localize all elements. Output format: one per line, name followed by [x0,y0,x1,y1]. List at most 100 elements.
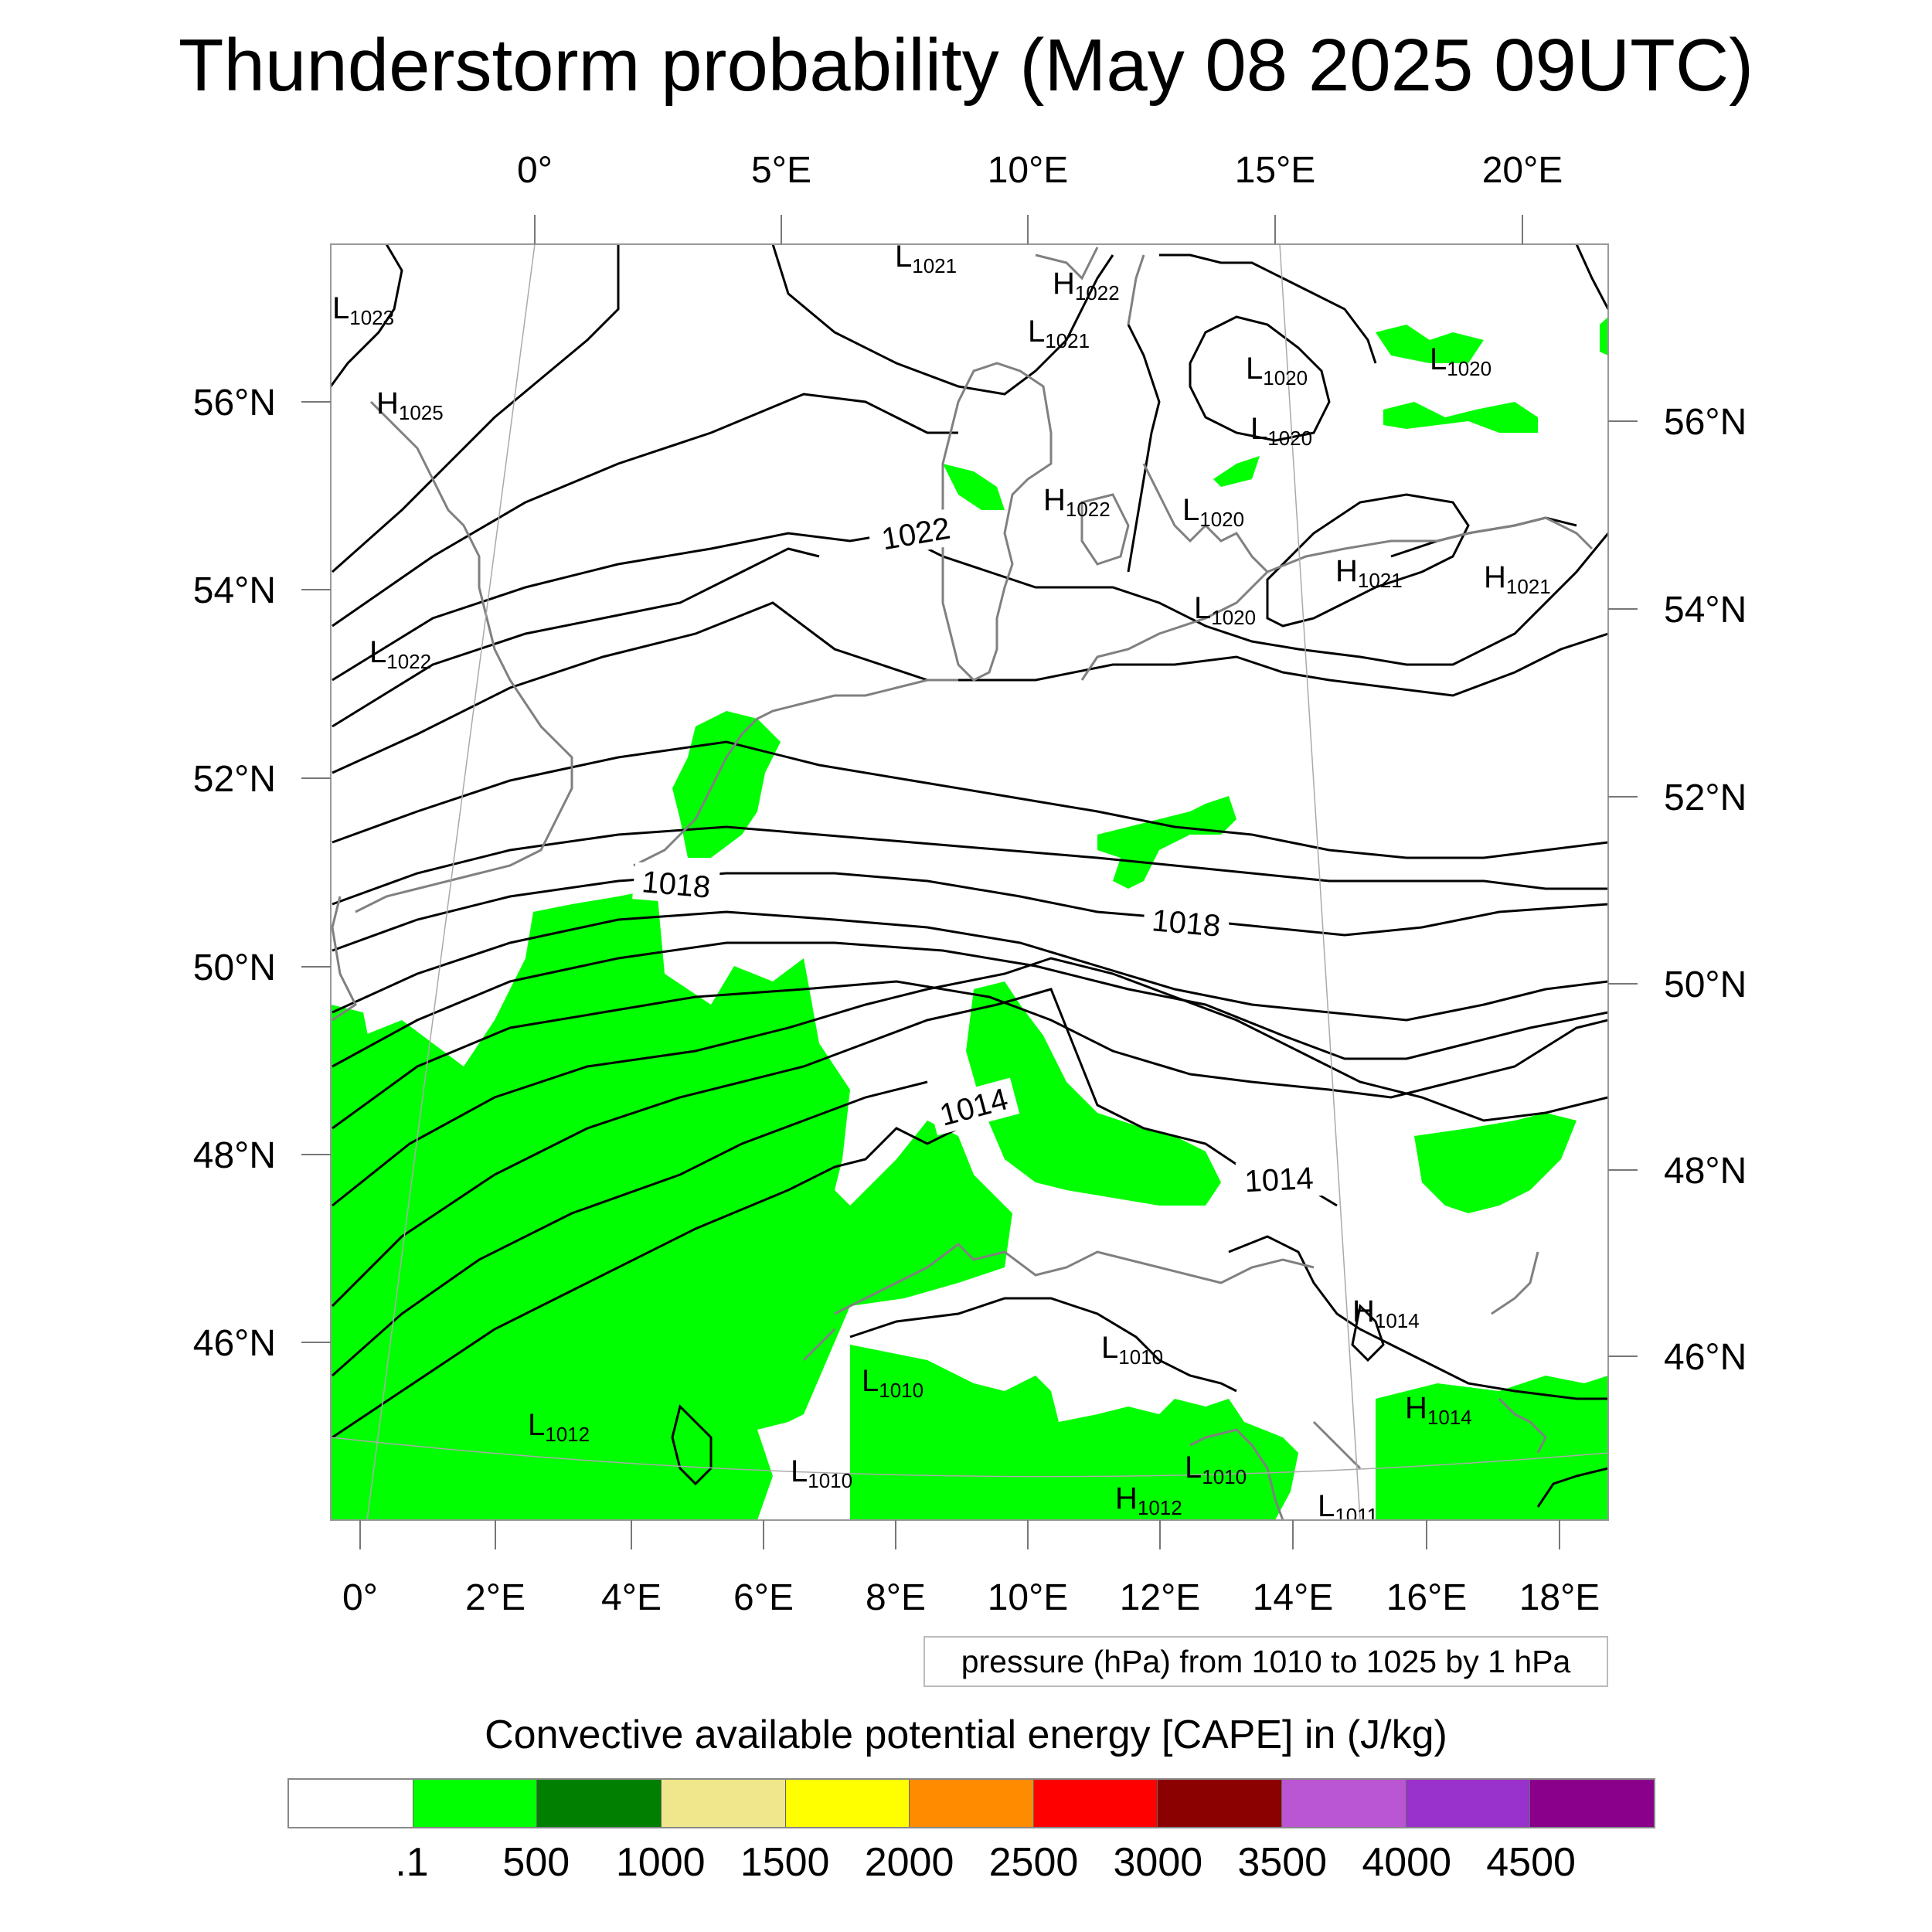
colorbar-title: Convective available potential energy [C… [485,1713,1447,1757]
tick-marks [301,215,1638,1549]
pressure-center-value: 1010 [879,1379,923,1402]
colorbar-swatch [1406,1780,1531,1827]
pressure-center-type: H [1053,267,1075,301]
lon-label: 10°E [988,1577,1069,1618]
svg-text:H1012: H1012 [1115,1481,1182,1519]
colorbar-swatch [1282,1780,1406,1827]
pressure-center-value: 1021 [1358,569,1403,592]
pressure-center-type: H [1484,560,1506,594]
lon-label: 2°E [465,1577,526,1618]
lat-label: 50°N [1664,964,1747,1005]
colorbar-swatch [413,1780,538,1827]
svg-text:H1021: H1021 [1335,554,1403,592]
colorbar-tick-label: 500 [502,1840,570,1885]
pressure-center-type: H [1115,1481,1138,1515]
pressure-center-value: 1014 [1375,1309,1420,1332]
isobar-label: 1014 [1243,1162,1314,1199]
lon-label: 6°E [733,1577,794,1618]
svg-text:H1025: H1025 [376,386,444,424]
colorbar-swatch [1158,1780,1283,1827]
pressure-centers: L1021 H1022 L1023 L1021 H1025 L1020 L102… [332,240,1551,1527]
svg-text:L1012: L1012 [528,1408,590,1446]
colorbar-tick-label: 1500 [740,1840,830,1885]
colorbar-swatch [1033,1780,1158,1827]
lat-label: 50°N [193,947,276,988]
colorbar-swatch [537,1780,662,1827]
colorbar-tick-label: .1 [395,1840,429,1885]
colorbar-tick-label: 4000 [1362,1840,1452,1885]
lat-label: 48°N [1664,1151,1747,1192]
svg-text:H1014: H1014 [1352,1294,1420,1332]
svg-text:L1020: L1020 [1182,493,1244,531]
isobar-label: 1018 [641,865,712,905]
svg-text:L1020: L1020 [1194,591,1256,629]
pressure-center-type: H [376,386,399,420]
svg-text:L1010: L1010 [1101,1331,1163,1369]
colorbar-tick-label: 2000 [864,1840,954,1885]
lon-label: 5°E [751,150,811,191]
svg-text:H1014: H1014 [1405,1391,1472,1429]
colorbar-swatch [661,1780,786,1827]
pressure-center-value: 1010 [1202,1465,1247,1488]
lat-label: 48°N [193,1135,276,1176]
lon-label: 0° [342,1577,378,1618]
pressure-center-type: H [1405,1391,1427,1425]
pressure-center-type: L [1185,1451,1202,1485]
contour-info-box: pressure (hPa) from 1010 to 1025 by 1 hP… [923,1636,1608,1687]
lon-label: 0° [517,150,553,191]
pressure-center-value: 1011 [1335,1504,1378,1527]
colorbar-tick-label: 1000 [615,1840,706,1885]
graticule [331,244,1608,1520]
pressure-center-value: 1025 [399,401,444,424]
pressure-center-value: 1022 [386,650,431,673]
colorbar-tick-label: 3000 [1113,1840,1203,1885]
svg-text:L1021: L1021 [1028,315,1090,352]
lon-label: 16°E [1386,1577,1468,1618]
lat-label: 46°N [193,1323,276,1364]
pressure-center-type: L [1246,352,1263,386]
pressure-center-type: L [1250,412,1267,446]
lat-label: 54°N [1664,590,1747,631]
svg-text:H1021: H1021 [1484,560,1551,598]
svg-text:L1020: L1020 [1246,352,1308,389]
lon-label: 4°E [601,1577,662,1618]
pressure-center-value: 1021 [1506,575,1551,598]
svg-text:L1010: L1010 [791,1454,852,1492]
svg-text:H1022: H1022 [1043,483,1111,521]
pressure-center-value: 1020 [1263,366,1308,389]
lon-label: 12°E [1120,1577,1201,1618]
colorbar-swatch [289,1780,413,1827]
lat-label: 46°N [1664,1337,1747,1378]
svg-text:L1011: L1011 [1318,1489,1378,1527]
svg-text:L1020: L1020 [1250,412,1312,450]
pressure-center-type: L [528,1408,545,1442]
isobars [331,244,1608,1508]
pressure-center-type: L [862,1364,879,1398]
colorbar [287,1778,1655,1828]
pressure-center-value: 1020 [1199,508,1244,531]
svg-text:L1021: L1021 [895,240,957,277]
colorbar-tick-label: 2500 [988,1840,1079,1885]
pressure-center-type: H [1043,483,1066,517]
pressure-center-value: 1020 [1267,427,1312,450]
pressure-center-value: 1020 [1447,357,1492,380]
lon-label: 18°E [1519,1577,1600,1618]
pressure-center-value: 1023 [349,306,394,329]
lat-label: 54°N [193,570,276,611]
pressure-center-type: L [1101,1331,1118,1365]
lon-label: 20°E [1482,150,1563,191]
lat-labels-right: 56°N 54°N 52°N 50°N 48°N 46°N [1664,402,1747,1378]
lon-labels-bottom: 0° 2°E 4°E 6°E 8°E 10°E 12°E 14°E 16°E 1… [342,1577,1600,1618]
svg-text:L1022: L1022 [369,635,431,673]
svg-text:H1022: H1022 [1053,267,1120,304]
colorbar-tick-label: 4500 [1486,1840,1576,1885]
colorbar-tick-label: 3500 [1237,1840,1328,1885]
colorbar-swatch [910,1780,1034,1827]
pressure-center-value: 1021 [912,254,957,277]
pressure-center-type: L [369,635,386,669]
pressure-center-value: 1010 [808,1469,852,1492]
svg-text:L1010: L1010 [862,1364,923,1402]
svg-text:L1023: L1023 [332,291,394,329]
lat-label: 56°N [193,383,276,423]
pressure-center-value: 1022 [1075,281,1120,304]
